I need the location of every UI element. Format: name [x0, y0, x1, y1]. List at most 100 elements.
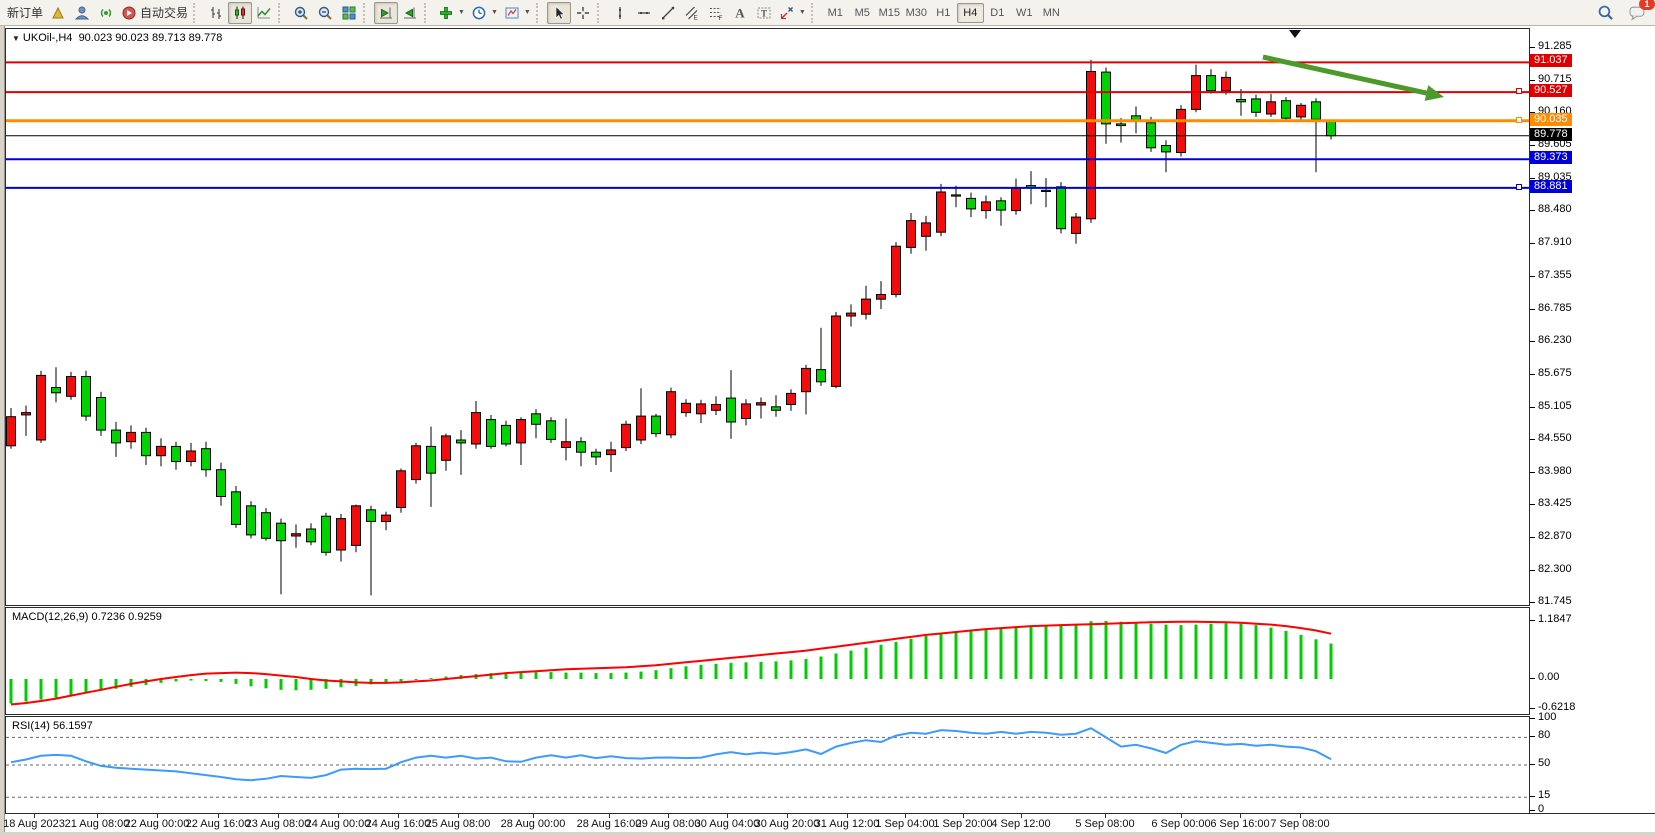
timeframe-button-mn[interactable]: MN: [1042, 6, 1060, 19]
arrows-button[interactable]: ▼: [776, 2, 809, 24]
chart-shift-button[interactable]: [398, 2, 422, 24]
timeframe-button-h4[interactable]: H4: [956, 2, 984, 23]
timeframe-button-m1[interactable]: M1: [827, 6, 843, 19]
candlestick-plot[interactable]: [6, 29, 1529, 605]
fibonacci-button[interactable]: F: [704, 2, 728, 24]
level-line-handle[interactable]: [1516, 88, 1522, 94]
candlestick-chart-icon: [235, 6, 246, 19]
time-tick: [458, 814, 459, 818]
timeframe-button-w1[interactable]: W1: [1016, 6, 1033, 19]
time-tick: [727, 814, 728, 818]
time-tick: [1105, 814, 1106, 818]
macd-tick-label-dash: [1530, 708, 1535, 709]
market-panel-button[interactable]: [46, 2, 70, 24]
line-chart-button[interactable]: [252, 2, 276, 24]
price-tick-label-dash: [1530, 374, 1535, 375]
time-label: 22 Aug 00:00: [124, 818, 190, 830]
macd-tick-label-dash: [1530, 678, 1535, 679]
signals-icon: [100, 8, 112, 17]
zoom-out-button[interactable]: [313, 2, 337, 24]
rsi-tick-label: 0: [1538, 803, 1545, 815]
rsi-tick-label: 80: [1538, 729, 1551, 741]
bar-chart-icon: [211, 6, 222, 19]
window-left-edge: [0, 26, 5, 836]
price-level-badge: 89.778: [1530, 128, 1572, 141]
cursor-button[interactable]: [546, 1, 571, 24]
price-tick-label-dash: [1530, 243, 1535, 244]
timeframe-button-m30[interactable]: M30: [905, 6, 927, 19]
rsi-panel[interactable]: RSI(14) 56.1597: [5, 716, 1530, 814]
text-label-button[interactable]: T: [752, 2, 776, 24]
price-tick-label: 86.230: [1538, 334, 1572, 346]
signals-button[interactable]: [94, 2, 118, 24]
timeframe-button-m15[interactable]: M15: [878, 6, 900, 19]
horizontal-line-icon: [637, 11, 650, 14]
time-label: 1 Sep 20:00: [933, 818, 993, 830]
zoom-out-icon: [318, 6, 332, 20]
search-button[interactable]: [1593, 1, 1617, 23]
tile-windows-button[interactable]: [337, 2, 361, 24]
trendline-button[interactable]: [656, 2, 680, 24]
text-icon: A: [735, 5, 745, 20]
macd-panel[interactable]: MACD(12,26,9) 0.7236 0.9259: [5, 607, 1530, 715]
time-label: 31 Aug 12:00: [814, 818, 880, 830]
candlestick-chart-button[interactable]: [228, 1, 253, 24]
price-tick-label: 84.550: [1538, 432, 1572, 444]
time-label: 25 Aug 08:00: [425, 818, 491, 830]
text-button[interactable]: A: [728, 2, 752, 24]
price-tick-label-dash: [1530, 309, 1535, 310]
toolbar-separator: [535, 2, 545, 23]
equidistant-channel-button[interactable]: E: [680, 2, 704, 24]
chat-button[interactable]: 1: [1625, 0, 1655, 23]
time-tick: [905, 814, 906, 818]
rsi-tick-label-dash: [1530, 764, 1535, 765]
price-tick-label-dash: [1530, 47, 1535, 48]
timeframe-button-h1[interactable]: H1: [936, 6, 951, 19]
fibonacci-icon: F: [709, 7, 722, 21]
vertical-line-button[interactable]: [608, 2, 632, 24]
timeframe-button-d1[interactable]: D1: [990, 6, 1005, 19]
price-tick-label-dash: [1530, 504, 1535, 505]
price-tick-label-dash: [1530, 570, 1535, 571]
level-line-handle[interactable]: [1516, 117, 1522, 123]
chart-symbol-title: UKOil-,H4: [22, 32, 73, 44]
level-line-handle[interactable]: [1516, 184, 1522, 190]
time-label: 28 Aug 16:00: [576, 818, 642, 830]
macd-plot: [9, 620, 1333, 706]
time-label: 30 Aug 04:00: [694, 818, 760, 830]
price-tick-label: 89.605: [1538, 138, 1572, 150]
periods-button[interactable]: ▼: [468, 2, 501, 24]
horizontal-line-button[interactable]: [632, 2, 656, 24]
collapse-arrow-icon[interactable]: ▼: [12, 34, 20, 43]
time-label: 6 Sep 00:00: [1151, 818, 1211, 830]
toolbar-separator: [810, 2, 820, 23]
rsi-tick-label-dash: [1530, 718, 1535, 719]
time-tick: [278, 814, 279, 818]
indicators-button[interactable]: ▼: [435, 2, 468, 24]
bar-chart-button[interactable]: [204, 2, 228, 24]
line-chart-icon: [257, 6, 271, 18]
crosshair-button[interactable]: [571, 2, 595, 24]
price-tick-label-dash: [1530, 80, 1535, 81]
macd-label: MACD(12,26,9) 0.7236 0.9259: [12, 611, 162, 623]
new-order-label: 新订单: [7, 6, 44, 20]
chart-workspace: ▼ UKOil-,H4 90.023 90.023 89.713 89.778 M…: [0, 26, 1655, 836]
macd-tick-label: 0.00: [1538, 671, 1560, 683]
zoom-in-button[interactable]: [289, 2, 313, 24]
time-tick: [847, 814, 848, 818]
time-tick: [97, 814, 98, 818]
timeframe-button-m5[interactable]: M5: [854, 6, 870, 19]
chevron-down-icon: ▼: [490, 9, 498, 16]
time-label: 18 Aug 2023: [3, 818, 65, 830]
main-chart-panel[interactable]: ▼ UKOil-,H4 90.023 90.023 89.713 89.778: [5, 28, 1530, 606]
new-order-button[interactable]: 新订单: [4, 2, 46, 24]
time-tick: [157, 814, 158, 818]
price-tick-label-dash: [1530, 145, 1535, 146]
auto-scroll-button[interactable]: [374, 1, 399, 24]
toolbar-separator: [424, 2, 433, 23]
templates-button[interactable]: ▼: [501, 2, 534, 24]
autotrading-button[interactable]: 自动交易: [118, 2, 191, 24]
time-label: 6 Sep 16:00: [1210, 818, 1270, 830]
profile-button[interactable]: [70, 2, 94, 24]
